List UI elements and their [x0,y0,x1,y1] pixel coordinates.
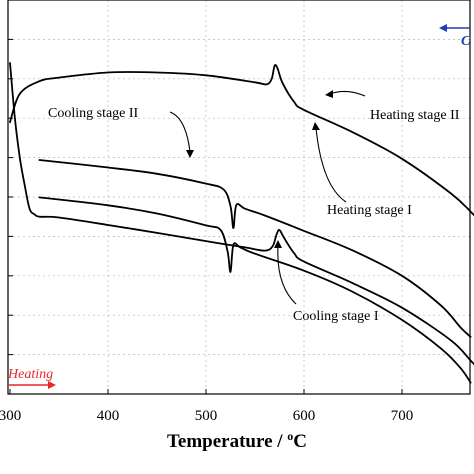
leader-heating-stage-1 [315,127,347,203]
grid-lines [8,0,470,394]
series-cooling-stage-ii [38,159,472,338]
annotation-cooling-stage-2: Cooling stage II [48,106,139,121]
leader-arrowhead-heating-stage-1 [312,122,320,130]
leader-arrowhead-cooling-stage-1 [274,240,282,248]
x-tick-label: 500 [195,408,218,424]
annotation-cooling-stage-1: Cooling stage I [293,309,379,324]
cooling-arrow-icon [439,24,447,32]
leader-cooling-stage-1 [277,245,297,305]
series-heating-stage-ii [9,64,474,217]
x-tick-label: 400 [97,408,120,424]
series-heating-stage-i [9,62,474,366]
x-axis-title: Temperature / oC [0,429,474,453]
annotation-heating-stage-1: Heating stage I [327,203,412,218]
leader-heating-stage-2 [329,90,366,97]
heating-direction-label: Heating [7,367,53,382]
leader-arrowhead-cooling-stage-2 [186,150,194,158]
cooling-direction-label: C [461,34,471,49]
x-axis-title-text: Temperature / [166,431,288,452]
series-cooling-stage-i [38,196,472,384]
x-tick-label: 300 [0,408,21,424]
curves [9,62,474,384]
x-axis: 300 400 500 600 700 [0,38,414,424]
x-tick-label: 600 [293,408,316,424]
leader-cooling-stage-2 [169,111,191,153]
x-tick-label: 700 [391,408,414,424]
annotation-heating-stage-2: Heating stage II [370,108,460,123]
x-axis-title-degree: o [287,429,294,443]
x-axis-title-unit: C [293,431,308,452]
heating-arrow-icon [48,381,56,389]
leader-arrowhead-heating-stage-2 [325,90,333,98]
